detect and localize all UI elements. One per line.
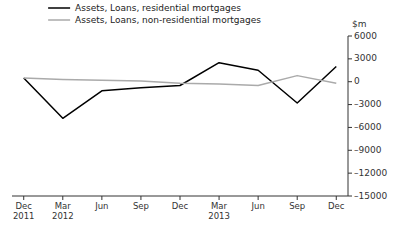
x-tick-label: Dec xyxy=(328,201,345,211)
x-tick xyxy=(258,196,259,200)
legend-label: Assets, Loans, non-residential mortgages xyxy=(75,15,261,25)
x-tick-label: Dec xyxy=(172,201,189,211)
x-tick xyxy=(336,196,337,200)
y-tick-label: –3000 xyxy=(354,99,382,109)
x-tick-label-line: Sep xyxy=(289,201,305,211)
x-tick-label-line: Sep xyxy=(133,201,149,211)
x-tick-label-line: Mar xyxy=(211,201,228,211)
y-axis-label: $m xyxy=(352,19,367,29)
x-tick-label: Sep xyxy=(289,201,305,211)
legend-label: Assets, Loans, residential mortgages xyxy=(75,3,241,13)
x-tick-label: Mar2013 xyxy=(208,201,230,221)
x-tick xyxy=(219,196,220,200)
x-tick-label: Jun xyxy=(94,201,108,211)
plot-area xyxy=(24,63,337,119)
x-tick-label: Mar2012 xyxy=(52,201,74,221)
y-tick-label: –12000 xyxy=(354,168,387,178)
x-tick xyxy=(180,196,181,200)
x-tick-label-line: Dec xyxy=(328,201,345,211)
y-tick xyxy=(348,58,352,59)
y-tick-label: 3000 xyxy=(354,53,377,63)
y-tick-label: 6000 xyxy=(354,31,377,41)
x-tick-label: Sep xyxy=(133,201,149,211)
y-tick xyxy=(348,36,352,37)
series-line xyxy=(24,76,337,86)
y-tick xyxy=(348,127,352,128)
x-tick-label-line: Dec xyxy=(172,201,189,211)
y-tick-label: 0 xyxy=(354,76,360,86)
x-tick-label-line: 2013 xyxy=(208,211,230,221)
legend-swatch xyxy=(48,19,70,21)
chart: 6000 3000 0 –3000 –6000 –9000 –12000 –15000 $m De… xyxy=(0,0,397,227)
y-tick-label: –9000 xyxy=(354,145,382,155)
x-tick-label-line: Mar xyxy=(55,201,72,211)
x-tick-label-line: Jun xyxy=(94,201,108,211)
x-tick-label-line: 2012 xyxy=(52,211,74,221)
x-tick xyxy=(23,196,24,200)
y-tick-label: –15000 xyxy=(354,191,387,201)
y-tick xyxy=(348,81,352,82)
x-tick xyxy=(297,196,298,200)
y-tick xyxy=(348,104,352,105)
y-tick xyxy=(348,196,352,197)
y-tick xyxy=(348,150,352,151)
x-tick xyxy=(101,196,102,200)
y-tick xyxy=(348,173,352,174)
x-tick xyxy=(62,196,63,200)
series-line xyxy=(24,63,337,119)
y-axis-line xyxy=(348,36,349,196)
x-tick-label: Jun xyxy=(250,201,264,211)
x-tick-label-line: Dec xyxy=(15,201,32,211)
x-tick xyxy=(140,196,141,200)
x-tick-label-line: Jun xyxy=(250,201,264,211)
x-tick-label: Dec2011 xyxy=(13,201,35,221)
x-tick-label-line: 2011 xyxy=(13,211,35,221)
legend-swatch xyxy=(48,7,70,9)
y-tick-label: –6000 xyxy=(354,122,382,132)
